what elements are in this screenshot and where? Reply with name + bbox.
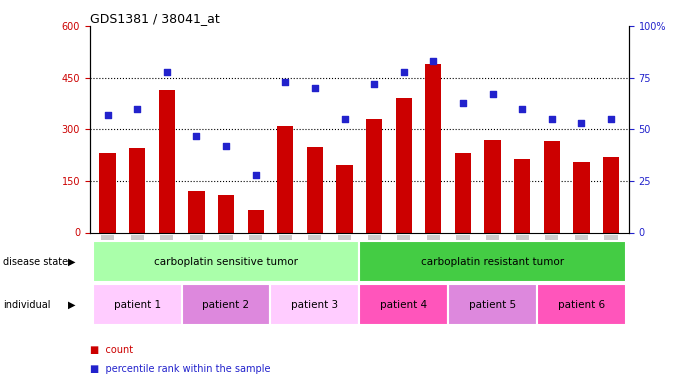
Bar: [359, 284, 448, 326]
Bar: [514, 159, 530, 232]
Bar: [574, 162, 589, 232]
Text: patient 4: patient 4: [380, 300, 427, 310]
Bar: [159, 90, 175, 232]
Bar: [270, 284, 359, 326]
Text: patient 3: patient 3: [292, 300, 339, 310]
Point: [576, 120, 587, 126]
Point: [220, 143, 231, 149]
Bar: [218, 195, 234, 232]
Text: GDS1381 / 38041_at: GDS1381 / 38041_at: [90, 12, 220, 25]
Point: [547, 116, 558, 122]
Bar: [247, 210, 264, 232]
Point: [368, 81, 379, 87]
Bar: [455, 153, 471, 232]
Point: [102, 112, 113, 118]
Point: [310, 85, 321, 91]
Bar: [277, 126, 294, 232]
Bar: [366, 119, 382, 232]
Point: [605, 116, 616, 122]
Text: ■  percentile rank within the sample: ■ percentile rank within the sample: [90, 364, 270, 374]
Bar: [129, 148, 145, 232]
Point: [517, 106, 528, 112]
Bar: [359, 241, 626, 282]
Bar: [337, 165, 352, 232]
Bar: [603, 157, 619, 232]
Text: ▶: ▶: [68, 300, 75, 310]
Text: individual: individual: [3, 300, 51, 310]
Point: [398, 69, 409, 75]
Bar: [307, 147, 323, 232]
Text: disease state: disease state: [3, 256, 68, 267]
Bar: [188, 191, 205, 232]
Text: ■  count: ■ count: [90, 345, 133, 355]
Bar: [537, 284, 626, 326]
Bar: [448, 284, 537, 326]
Bar: [484, 140, 501, 232]
Bar: [93, 241, 359, 282]
Text: carboplatin resistant tumor: carboplatin resistant tumor: [421, 256, 564, 267]
Text: patient 1: patient 1: [113, 300, 161, 310]
Text: carboplatin sensitive tumor: carboplatin sensitive tumor: [154, 256, 298, 267]
Text: patient 6: patient 6: [558, 300, 605, 310]
Bar: [182, 284, 270, 326]
Point: [191, 133, 202, 139]
Point: [457, 100, 468, 106]
Point: [132, 106, 143, 112]
Text: ▶: ▶: [68, 256, 75, 267]
Point: [280, 79, 291, 85]
Bar: [93, 284, 182, 326]
Point: [339, 116, 350, 122]
Text: patient 5: patient 5: [469, 300, 516, 310]
Bar: [425, 64, 442, 232]
Bar: [395, 99, 412, 232]
Bar: [100, 153, 115, 232]
Point: [487, 92, 498, 98]
Point: [428, 58, 439, 64]
Point: [250, 172, 261, 178]
Text: patient 2: patient 2: [202, 300, 249, 310]
Point: [161, 69, 172, 75]
Bar: [544, 141, 560, 232]
